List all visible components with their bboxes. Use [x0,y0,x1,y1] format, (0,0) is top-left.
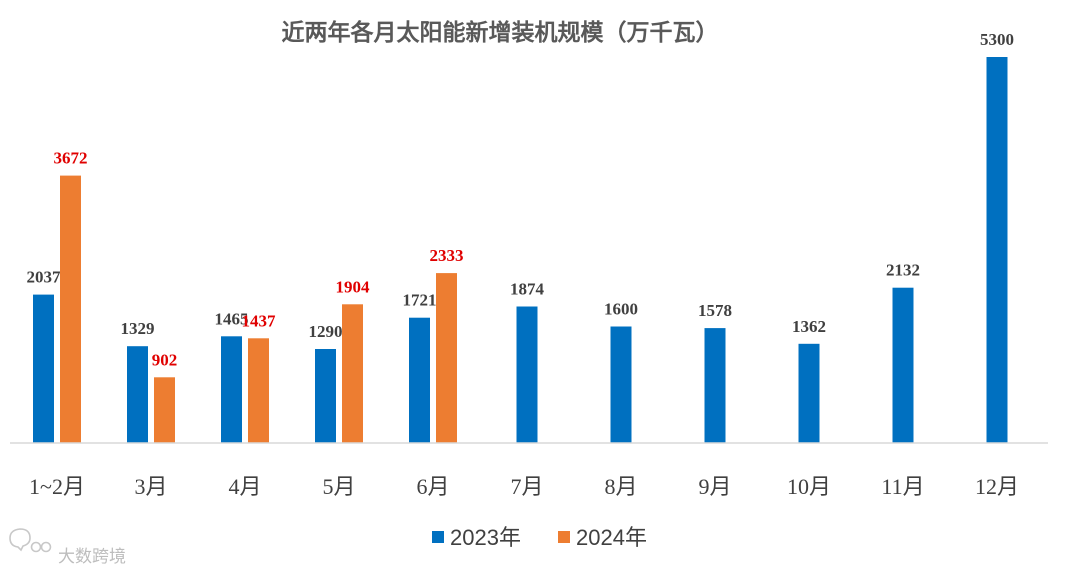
category-labels: 1~2月 3月 4月 5月 6月 7月 8月 9月 10月 11月 12月 [29,474,1019,499]
value-label-2-1: 3672 [54,149,88,168]
bar-1-11 [986,57,1008,443]
value-label-2-4: 1904 [336,277,371,296]
category-label-10: 11月 [881,474,924,499]
bar-2-4 [342,304,363,443]
value-label-1-11: 5300 [980,30,1014,49]
bar-2-3 [248,338,269,443]
value-label-1-3: 1465 [215,309,249,328]
bar-1-9 [798,343,820,443]
legend-label-1: 2023年 [450,525,521,550]
bar-2-2 [154,377,175,443]
category-label-8: 9月 [698,474,731,499]
bar-2-5 [436,273,457,443]
category-label-4: 5月 [322,474,355,499]
value-label-1-9: 1362 [792,317,826,336]
value-label-1-10: 2132 [886,261,920,280]
bar-1-1 [33,294,54,443]
legend-label-2: 2024年 [576,525,647,550]
category-label-5: 6月 [416,474,449,499]
watermark: 大数跨境 [9,528,126,567]
category-label-2: 3月 [134,474,167,499]
value-label-1-2: 1329 [121,319,155,338]
category-label-7: 8月 [604,474,637,499]
bar-1-6 [516,306,538,443]
legend-swatch-1 [432,531,444,543]
value-label-1-6: 1874 [510,280,545,299]
legend: 2023年 2024年 [432,525,647,550]
bar-1-4 [315,349,336,443]
value-label-1-8: 1578 [698,301,732,320]
category-label-1: 1~2月 [29,474,85,499]
bar-1-10 [892,287,914,443]
bar-2-1 [60,175,81,443]
bar-1-2 [127,346,148,443]
legend-swatch-2 [558,531,570,543]
category-label-9: 10月 [787,474,831,499]
category-label-3: 4月 [228,474,261,499]
bar-1-5 [409,317,430,443]
category-label-11: 12月 [975,474,1019,499]
value-label-2-3: 1437 [242,311,277,330]
value-label-2-5: 2333 [430,246,464,265]
category-label-6: 7月 [510,474,543,499]
bar-1-7 [610,326,632,443]
bar-1-8 [704,328,726,443]
chart-title: 近两年各月太阳能新增装机规模（万千瓦） [282,19,719,46]
value-label-1-1: 2037 [27,268,62,287]
value-label-1-5: 1721 [403,291,437,310]
value-label-1-7: 1600 [604,300,638,319]
watermark-text: 大数跨境 [58,547,126,567]
value-label-1-4: 1290 [309,322,343,341]
value-label-2-2: 902 [152,350,178,369]
bar-1-3 [221,336,242,443]
chat-bubble-logo-icon [9,528,52,553]
